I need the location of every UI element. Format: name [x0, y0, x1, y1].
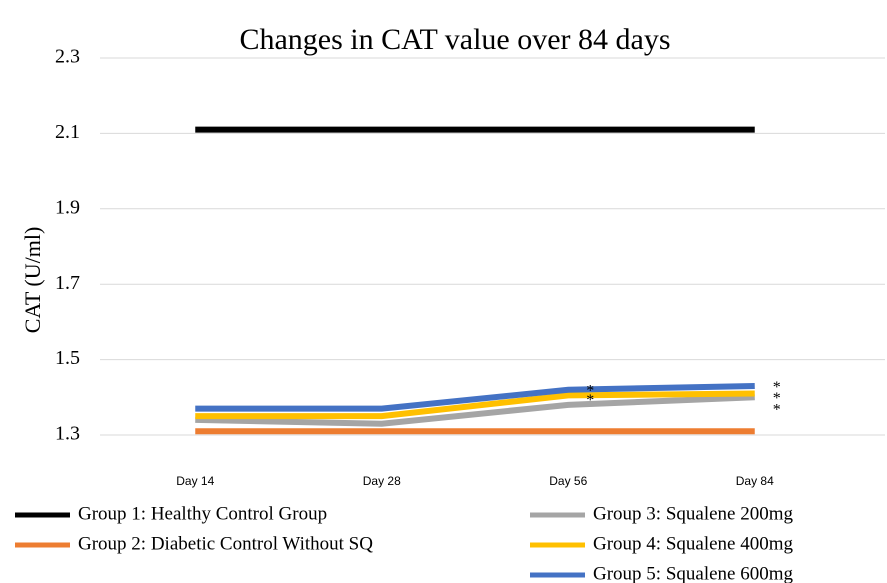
annotation: *	[586, 383, 594, 400]
series-line	[195, 382, 755, 412]
legend-label: Group 2: Diabetic Control Without SQ	[78, 533, 373, 554]
x-tick-label: Day 56	[549, 474, 587, 488]
series-line	[195, 390, 755, 420]
y-tick-label: 1.9	[55, 196, 80, 218]
series-line	[195, 394, 755, 427]
y-tick-label: 1.5	[55, 347, 80, 369]
x-tick-label: Day 84	[736, 474, 774, 488]
legend-label: Group 3: Squalene 200mg	[593, 503, 794, 524]
annotation: *	[773, 401, 781, 418]
annotation: *	[586, 392, 594, 409]
y-tick-label: 1.3	[55, 423, 80, 445]
legend-label: Group 4: Squalene 400mg	[593, 533, 794, 554]
y-tick-label: 2.3	[55, 46, 80, 68]
legend-label: Group 5: Squalene 600mg	[593, 563, 794, 583]
chart-title: Changes in CAT value over 84 days	[239, 23, 670, 56]
annotation: *	[773, 379, 781, 396]
y-tick-label: 2.1	[55, 121, 80, 143]
x-tick-label: Day 28	[363, 474, 401, 488]
y-tick-label: 1.7	[55, 272, 80, 294]
legend-label: Group 1: Healthy Control Group	[78, 503, 327, 524]
y-axis-label: CAT (U/ml)	[20, 227, 45, 334]
annotation: *	[773, 390, 781, 407]
x-tick-label: Day 14	[176, 474, 214, 488]
